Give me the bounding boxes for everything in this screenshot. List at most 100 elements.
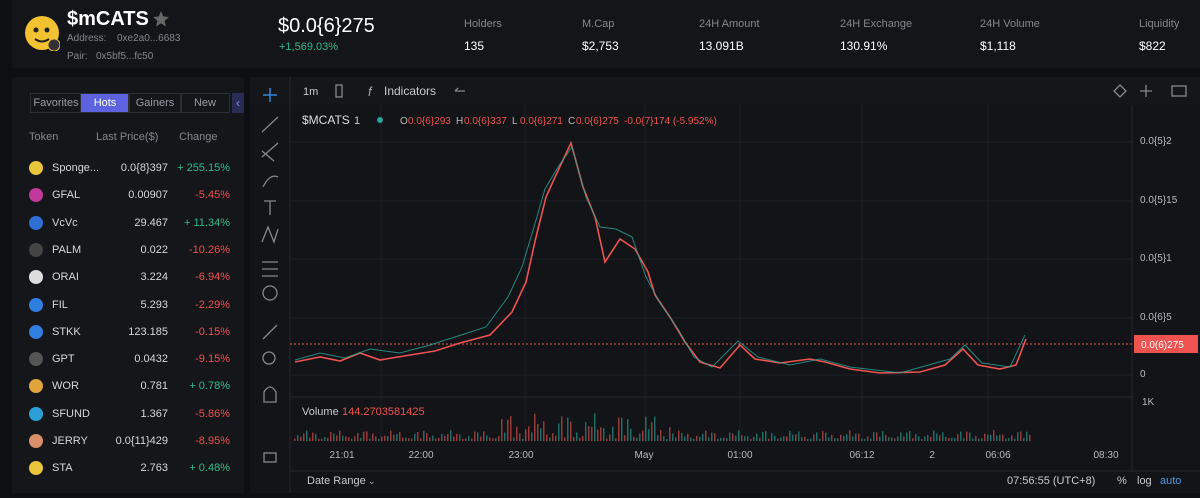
volume-bar (951, 437, 953, 441)
volume-bar (369, 438, 371, 441)
volume-bar (342, 435, 344, 441)
volume-bar (366, 431, 368, 441)
volume-bar (858, 433, 860, 441)
time-tick-label: 01:00 (727, 450, 752, 461)
volume-bar (762, 431, 764, 441)
volume-bar (516, 426, 518, 441)
volume-bar (300, 436, 302, 441)
token-icon (29, 461, 43, 476)
volume-bar (1020, 431, 1022, 441)
column-header[interactable]: Change (179, 131, 218, 143)
volume-bar (411, 438, 413, 441)
volume-bar (924, 436, 926, 441)
price-tick-label: 0.0{5}2 (1140, 136, 1172, 147)
volume-bar (372, 433, 374, 441)
token-row[interactable]: Sponge... 0.0{8}397 + 255.15% (12, 157, 244, 181)
volume-bar (357, 433, 359, 441)
volume-bar (603, 428, 605, 441)
volume-bar (783, 436, 785, 441)
volume-bar (510, 416, 512, 441)
token-logo (25, 16, 60, 51)
drawing-tools[interactable] (263, 88, 277, 102)
token-price: 5.293 (140, 298, 168, 311)
volume-bar (609, 434, 611, 441)
volume-bar (843, 435, 845, 441)
volume-bar (453, 436, 455, 441)
tab[interactable]: Favorites (30, 93, 82, 113)
volume-bar (669, 427, 671, 441)
token-row[interactable]: PALM 0.022 -10.26% (12, 239, 244, 263)
volume-bar (627, 418, 629, 441)
volume-bar (711, 432, 713, 441)
volume-bar (666, 438, 668, 441)
time-tick-label: 06:12 (849, 450, 874, 461)
volume-bar (306, 430, 308, 441)
volume-bar (687, 433, 689, 441)
token-row[interactable]: WOR 0.781 + 0.78% (12, 375, 244, 399)
volume-bar (354, 436, 356, 441)
volume-bar (801, 437, 803, 441)
ohlc-value: 0.0{6}271 (520, 116, 563, 127)
volume-bar (1017, 431, 1019, 441)
token-row[interactable]: VcVc 29.467 + 11.34% (12, 212, 244, 236)
ohlc-value: 0.0{6}337 (464, 116, 507, 127)
volume-bar (882, 430, 884, 441)
token-row[interactable]: GPT 0.0432 -9.15% (12, 348, 244, 372)
token-row[interactable]: GFAL 0.00907 -5.45% (12, 184, 244, 208)
volume-bar (594, 413, 596, 441)
volume-bar (519, 433, 521, 441)
volume-bar (888, 437, 890, 441)
token-icon (29, 379, 43, 394)
volume-bar (420, 438, 422, 441)
volume-bar (570, 421, 572, 441)
volume-bar (690, 437, 692, 441)
volume-bar (750, 438, 752, 441)
tab[interactable]: Gainers (128, 93, 182, 113)
volume-bar (756, 433, 758, 441)
token-row[interactable]: STKK 123.185 -0.15% (12, 321, 244, 345)
favorite-star[interactable] (152, 10, 170, 28)
volume-bar (987, 434, 989, 441)
volume-bar (870, 438, 872, 441)
stat-label: 24H Amount (699, 18, 760, 30)
ohlc-label: L (512, 116, 518, 127)
volume-bar (501, 418, 503, 441)
grid (290, 105, 1132, 441)
volume-bar (375, 436, 377, 441)
tab[interactable]: New (180, 93, 230, 113)
token-row[interactable]: SFUND 1.367 -5.86% (12, 403, 244, 427)
token-row[interactable]: STA 2.763 + 0.48% (12, 457, 244, 481)
token-name: STKK (52, 325, 81, 338)
volume-bar (942, 432, 944, 441)
time-tick-label: 08:30 (1093, 450, 1118, 461)
pair-label: Pair: (67, 51, 88, 62)
tab[interactable]: Hots (80, 93, 130, 113)
volume-bar (417, 432, 419, 441)
tool-icons[interactable] (261, 84, 1187, 463)
volume-bar (528, 426, 530, 441)
status-dot (377, 117, 383, 123)
volume-bar (360, 437, 362, 441)
token-list-panel: Favorites Hots Gainers New ‹ Token Last Price(… (12, 77, 244, 493)
last-price-tag (1134, 335, 1198, 353)
volume-bar (1002, 434, 1004, 441)
collapse-button[interactable]: ‹ (232, 93, 244, 113)
volume-bar (813, 434, 815, 441)
token-row[interactable]: JERRY 0.0{11}429 -8.95% (12, 430, 244, 454)
volume-bar (531, 432, 533, 441)
token-change: + 0.78% (189, 380, 230, 393)
ohlc-value: 0.0{6}293 (408, 116, 451, 127)
volume-bar (990, 434, 992, 441)
column-header[interactable]: Last Price($) (96, 131, 159, 143)
token-row[interactable]: FIL 5.293 -2.29% (12, 294, 244, 318)
volume-bar (426, 433, 428, 441)
volume-bar (336, 435, 338, 441)
volume-bar (567, 417, 569, 441)
volume-bar (822, 430, 824, 441)
volume-bar (309, 437, 311, 441)
token-row[interactable]: ORAI 3.224 -6.94% (12, 266, 244, 290)
volume-bar (495, 438, 497, 441)
volume-bar (768, 438, 770, 441)
volume-bar (414, 433, 416, 441)
volume-bar (462, 438, 464, 441)
